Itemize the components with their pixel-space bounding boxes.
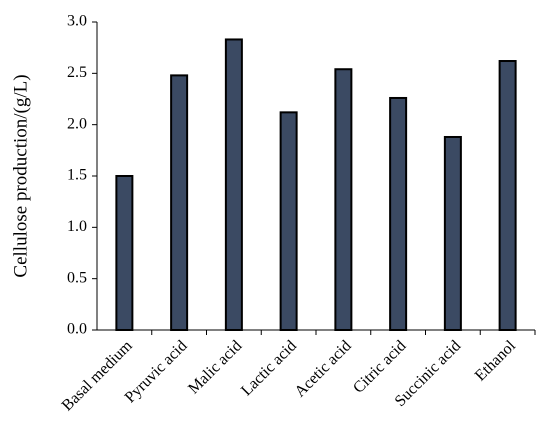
x-tick-label: Malic acid (185, 337, 245, 397)
x-tick-label: Basal medium (59, 337, 136, 414)
y-tick-label: 0.5 (67, 269, 87, 286)
y-tick-label: 1.0 (67, 218, 87, 235)
bar (279, 111, 298, 331)
bar (224, 38, 243, 331)
x-tick-label: Acetic acid (292, 337, 355, 400)
bar (334, 68, 353, 332)
y-tick-label: 2.5 (67, 64, 87, 81)
bar (389, 96, 408, 332)
bar (498, 60, 517, 331)
y-tick-label: 0.0 (67, 321, 87, 338)
y-tick-label: 3.0 (67, 13, 87, 30)
y-axis-label: Cellulose production/(g/L) (10, 74, 31, 277)
bar (170, 74, 189, 331)
bar (443, 135, 462, 331)
y-tick-label: 2.0 (67, 115, 87, 132)
x-tick-label: Lactic acid (238, 337, 300, 399)
bar (115, 175, 134, 331)
x-tick-label: Ethanol (472, 337, 520, 385)
y-tick-label: 1.5 (67, 167, 87, 184)
